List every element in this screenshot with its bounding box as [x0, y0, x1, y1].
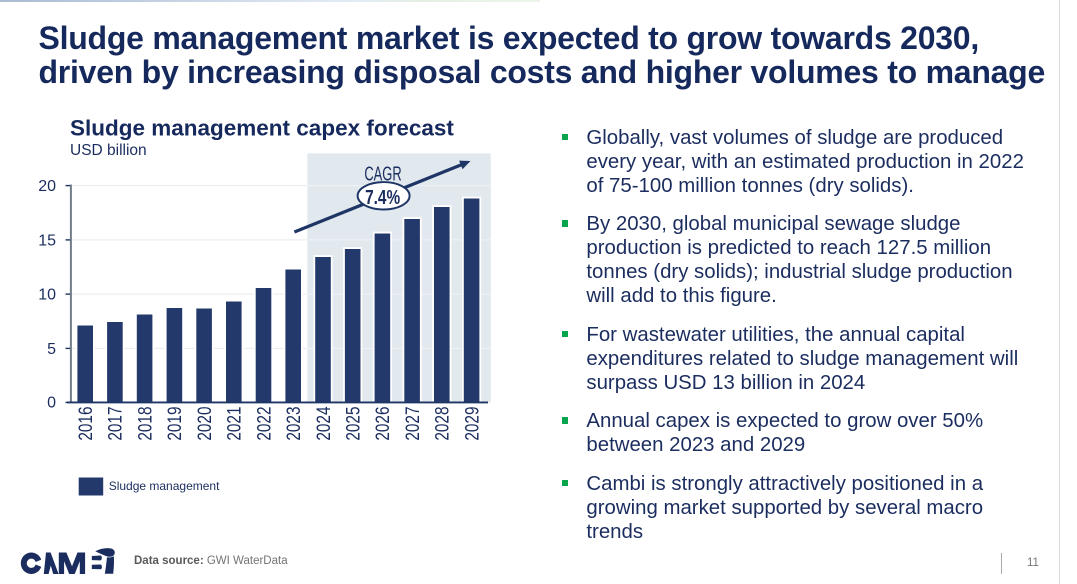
svg-text:2023: 2023 [282, 407, 304, 441]
svg-text:2022: 2022 [253, 407, 275, 441]
svg-text:5: 5 [47, 341, 56, 358]
svg-text:2025: 2025 [342, 407, 364, 441]
svg-text:10: 10 [38, 287, 56, 304]
svg-text:2020: 2020 [193, 407, 215, 441]
svg-text:2029: 2029 [461, 407, 483, 441]
svg-text:CAGR: CAGR [364, 163, 401, 186]
svg-text:USD billion: USD billion [70, 142, 147, 159]
svg-text:20: 20 [38, 178, 56, 195]
svg-text:15: 15 [38, 233, 56, 250]
svg-text:2028: 2028 [431, 407, 453, 441]
svg-text:2024: 2024 [312, 406, 334, 440]
svg-text:2016: 2016 [74, 407, 96, 441]
svg-text:Sludge management: Sludge management [109, 479, 220, 493]
svg-text:2026: 2026 [372, 407, 394, 441]
svg-text:0: 0 [47, 395, 56, 412]
svg-text:7.4%: 7.4% [365, 186, 400, 208]
svg-text:2021: 2021 [223, 407, 245, 441]
svg-text:2019: 2019 [164, 407, 186, 441]
svg-text:Sludge management capex foreca: Sludge management capex forecast [70, 116, 454, 141]
svg-text:2027: 2027 [401, 407, 423, 441]
svg-text:2017: 2017 [104, 407, 126, 441]
svg-text:2018: 2018 [134, 407, 156, 441]
